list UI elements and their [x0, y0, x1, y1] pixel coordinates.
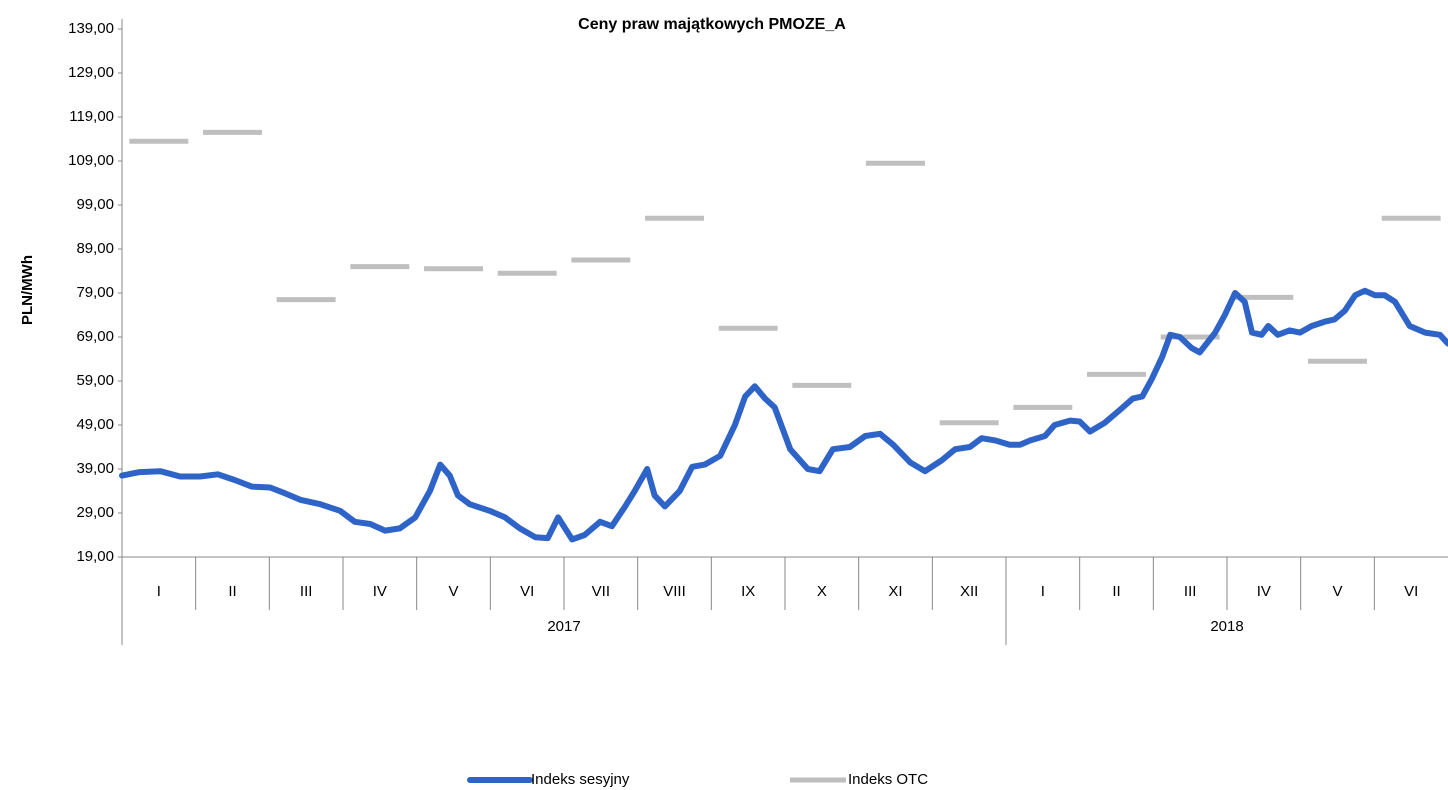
y-tick-label: 99,00 — [76, 196, 114, 213]
x-tick-label: I — [1041, 583, 1045, 600]
y-tick-label: 39,00 — [76, 460, 114, 477]
x-tick-label: IX — [741, 583, 755, 600]
x-tick-label: VI — [520, 583, 534, 600]
x-tick-label: VIII — [663, 583, 686, 600]
y-tick-label: 119,00 — [69, 108, 114, 125]
y-tick-label: 29,00 — [76, 504, 114, 521]
x-tick-label: III — [300, 583, 313, 600]
session-line — [119, 287, 1448, 543]
y-tick-label: 69,00 — [76, 328, 114, 345]
y-tick-label: 89,00 — [76, 240, 114, 257]
legend-label: Indeks sesyjny — [531, 771, 630, 788]
y-axis-label: PLN/MWh — [19, 255, 36, 325]
group-label: 2018 — [1210, 618, 1243, 635]
chart-title: Ceny praw majątkowych PMOZE_A — [578, 16, 846, 33]
x-tick-label: VII — [592, 583, 610, 600]
x-tick-label: II — [228, 583, 236, 600]
y-tick-label: 49,00 — [76, 416, 114, 433]
x-tick-label: XII — [960, 583, 978, 600]
y-tick-label: 79,00 — [76, 284, 114, 301]
x-tick-label: V — [1332, 583, 1342, 600]
x-tick-label: II — [1112, 583, 1120, 600]
y-tick-label: 19,00 — [76, 548, 114, 565]
x-tick-label: VI — [1404, 583, 1418, 600]
x-tick-label: IV — [1257, 583, 1271, 600]
x-tick-label: III — [1184, 583, 1197, 600]
legend-label: Indeks OTC — [848, 771, 928, 788]
y-tick-label: 139,00 — [68, 20, 114, 37]
x-tick-label: IV — [373, 583, 387, 600]
group-label: 2017 — [547, 618, 580, 635]
x-tick-label: I — [157, 583, 161, 600]
x-tick-label: XI — [888, 583, 902, 600]
y-tick-label: 109,00 — [68, 152, 114, 169]
x-tick-label: V — [448, 583, 458, 600]
x-tick-label: X — [817, 583, 827, 600]
y-tick-label: 129,00 — [68, 64, 114, 81]
y-tick-label: 59,00 — [76, 372, 114, 389]
